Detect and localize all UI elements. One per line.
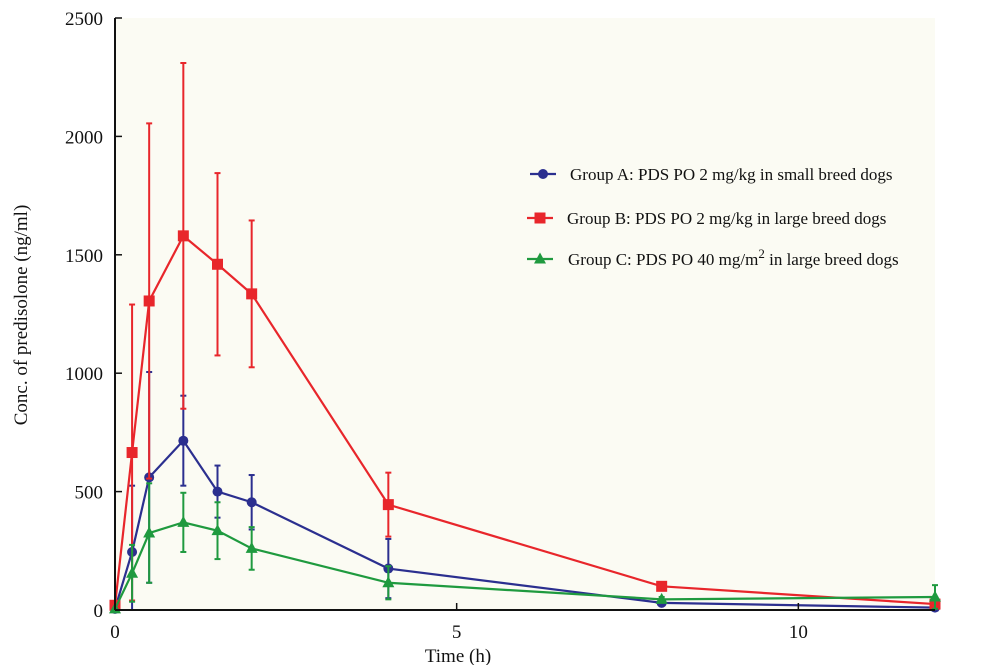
x-axis-title: Time (h) — [425, 646, 491, 665]
data-point — [143, 526, 156, 538]
data-point — [212, 258, 223, 270]
y-axis-title: Conc. of predisolone (ng/ml) — [11, 205, 32, 426]
legend-item: Group A: PDS PO 2 mg/kg in small breed d… — [530, 165, 893, 184]
legend-item: Group C: PDS PO 40 mg/m2 in large breed … — [527, 246, 899, 269]
data-point — [246, 288, 258, 300]
y-tick-label: 0 — [94, 601, 104, 622]
legend-label: Group B: PDS PO 2 mg/kg in large breed d… — [567, 209, 886, 228]
data-point — [382, 576, 395, 588]
data-point — [212, 486, 223, 497]
data-point — [143, 295, 155, 307]
data-point — [178, 435, 189, 446]
data-point — [126, 566, 139, 578]
data-point — [177, 515, 190, 527]
x-tick-label: 10 — [789, 622, 808, 643]
plot-background — [115, 18, 935, 610]
y-tick-label: 2000 — [65, 127, 103, 148]
data-point — [126, 447, 138, 459]
data-point — [177, 230, 189, 242]
data-point — [245, 541, 258, 553]
axes: 0 500 1000 1500 2000 2500 0 5 10 — [65, 9, 935, 643]
legend-marker — [534, 252, 546, 264]
legend-label: Group C: PDS PO 40 mg/m2 in large breed … — [568, 246, 899, 269]
data-point — [929, 590, 941, 602]
data-point — [382, 499, 394, 511]
series-c — [109, 482, 941, 614]
y-tick-label: 500 — [75, 483, 104, 504]
x-tick-label: 5 — [452, 622, 462, 643]
legend: Group A: PDS PO 2 mg/kg in small breed d… — [527, 165, 899, 269]
y-tick-label: 2500 — [65, 9, 103, 30]
legend-marker — [534, 212, 546, 224]
data-point — [211, 524, 224, 536]
y-tick-label: 1500 — [65, 246, 103, 267]
legend-label: Group A: PDS PO 2 mg/kg in small breed d… — [570, 165, 893, 184]
series-layer — [109, 61, 941, 614]
y-tick-label: 1000 — [65, 364, 103, 385]
data-point — [656, 580, 668, 592]
x-tick-label: 0 — [110, 622, 120, 643]
legend-item: Group B: PDS PO 2 mg/kg in large breed d… — [527, 209, 886, 228]
legend-marker — [538, 169, 548, 179]
data-point — [655, 592, 668, 604]
data-point — [246, 497, 257, 508]
